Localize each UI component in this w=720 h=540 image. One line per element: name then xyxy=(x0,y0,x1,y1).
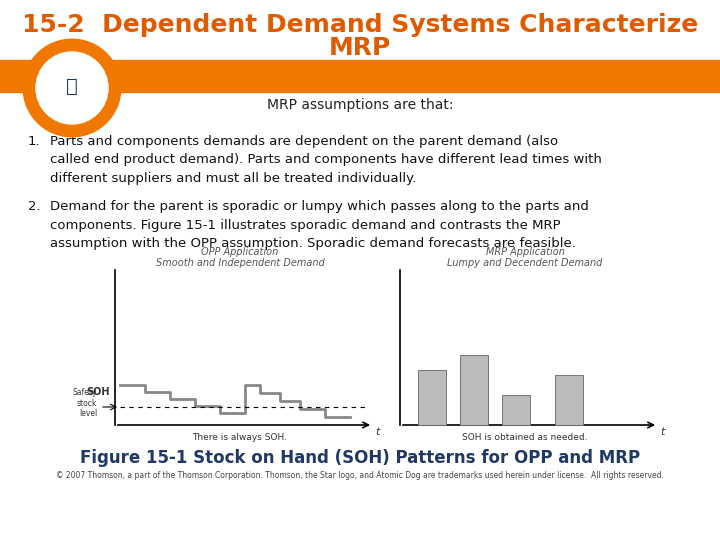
Text: MRP assumptions are that:: MRP assumptions are that: xyxy=(266,98,454,112)
Circle shape xyxy=(36,52,108,124)
Circle shape xyxy=(26,42,118,134)
Text: MRP: MRP xyxy=(329,36,391,60)
Text: 15-2  Dependent Demand Systems Characterize: 15-2 Dependent Demand Systems Characteri… xyxy=(22,13,698,37)
Text: 1.: 1. xyxy=(28,135,40,148)
Text: SOH is obtained as needed.: SOH is obtained as needed. xyxy=(462,433,588,442)
Text: © 2007 Thomson, a part of the Thomson Corporation. Thomson, the Star logo, and A: © 2007 Thomson, a part of the Thomson Co… xyxy=(56,470,664,480)
Text: Demand for the parent is sporadic or lumpy which passes along to the parts and
c: Demand for the parent is sporadic or lum… xyxy=(50,200,589,250)
Text: MRP Application: MRP Application xyxy=(485,247,564,257)
Text: SOH: SOH xyxy=(86,387,110,397)
Bar xyxy=(555,375,583,425)
Text: Parts and components demands are dependent on the parent demand (also
called end: Parts and components demands are depende… xyxy=(50,135,602,185)
Bar xyxy=(502,395,530,425)
Text: Lumpy and Decendent Demand: Lumpy and Decendent Demand xyxy=(447,258,603,268)
Text: t: t xyxy=(375,427,379,437)
Text: Figure 15-1 Stock on Hand (SOH) Patterns for OPP and MRP: Figure 15-1 Stock on Hand (SOH) Patterns… xyxy=(80,449,640,467)
Text: Safety
stock
level: Safety stock level xyxy=(73,388,97,418)
Text: 🐕: 🐕 xyxy=(66,77,78,96)
Text: OPP Application: OPP Application xyxy=(202,247,279,257)
Bar xyxy=(0,60,720,92)
Text: There is always SOH.: There is always SOH. xyxy=(192,433,287,442)
Text: 2.: 2. xyxy=(28,200,40,213)
Bar xyxy=(460,355,488,425)
Text: t: t xyxy=(660,427,664,437)
Text: Smooth and Independent Demand: Smooth and Independent Demand xyxy=(156,258,325,268)
Bar xyxy=(418,370,446,425)
